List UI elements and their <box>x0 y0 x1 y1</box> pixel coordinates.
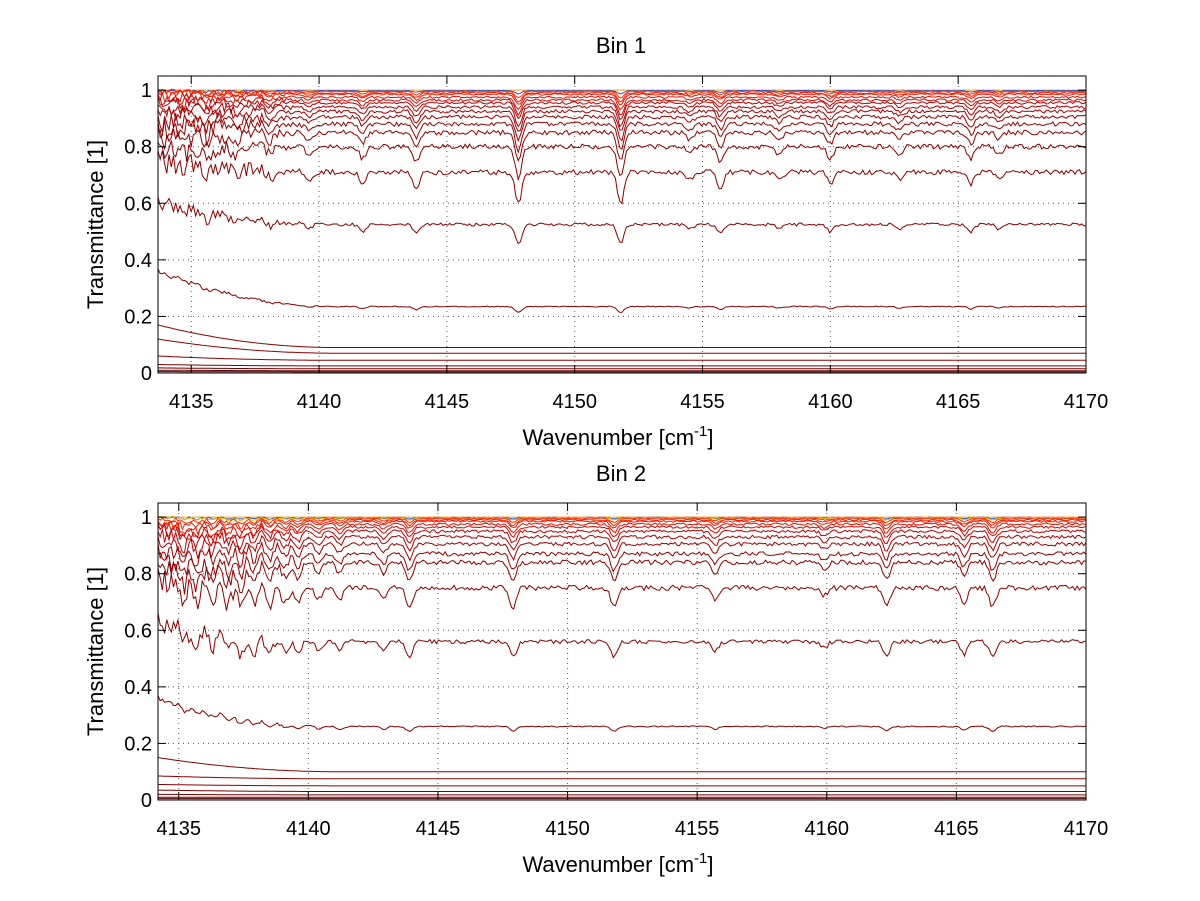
series-line <box>157 88 1087 99</box>
x-axis-label-sup: -1 <box>694 423 707 440</box>
x-tick-label: 4150 <box>545 818 590 840</box>
series-line <box>157 695 1087 733</box>
series-line <box>157 559 1087 595</box>
x-axis-label-main: Wavenumber [cm <box>522 852 694 877</box>
chart-bin-2: Bin 2 4135 4140 4145 4150 4155 4160 4165 4170 0 0… <box>83 461 1108 877</box>
series-line <box>157 196 1087 245</box>
series-line <box>157 522 1087 539</box>
series-line <box>157 757 1086 773</box>
x-axis-label: Wavenumber [cm-1] <box>522 850 713 877</box>
series-line <box>158 364 1086 367</box>
x-axis-label-tail: ] <box>707 852 713 877</box>
y-axis-label: Transmittance [1] <box>83 140 108 309</box>
x-tick-label: 4145 <box>425 391 470 413</box>
x-tick-label: 4160 <box>808 391 853 413</box>
series-line <box>157 150 1087 205</box>
series-line <box>157 793 1086 796</box>
x-tick-label: 4165 <box>936 391 981 413</box>
plot-frame <box>157 502 1087 801</box>
x-tick-label: 4155 <box>675 818 720 840</box>
chart-title: Bin 1 <box>596 33 646 58</box>
series-line <box>157 140 1087 182</box>
series-line <box>157 550 1087 582</box>
series-line <box>158 369 1086 372</box>
ticks: 4135 4140 4145 4150 4155 4160 4165 4170 0 0.2 0.4 0… <box>124 503 1108 840</box>
series-line <box>157 268 1087 313</box>
y-tick-label: 0.6 <box>124 620 152 642</box>
series-line <box>157 523 1087 544</box>
series-line <box>157 568 1087 611</box>
series-line <box>157 94 1086 117</box>
x-tick-label: 4170 <box>1064 818 1109 840</box>
series-line <box>157 111 1087 143</box>
series-line <box>158 367 1086 370</box>
y-tick-label: 0.4 <box>124 250 152 272</box>
series-line <box>157 517 1086 525</box>
x-tick-label: 4160 <box>805 818 850 840</box>
y-tick-label: 0.2 <box>124 733 152 755</box>
x-tick-label: 4155 <box>680 391 725 413</box>
x-tick-label: 4150 <box>552 391 597 413</box>
series-group <box>157 88 1087 373</box>
series-line <box>157 91 1087 111</box>
x-tick-label: 4135 <box>156 818 201 840</box>
x-axis-label-tail: ] <box>707 425 713 450</box>
series-line <box>158 789 1086 792</box>
series-line <box>157 105 1087 132</box>
series-line <box>157 783 1086 787</box>
series-line <box>157 515 1087 522</box>
y-tick-label: 0 <box>141 363 152 385</box>
series-line <box>158 775 1086 780</box>
y-tick-label: 1 <box>141 80 152 102</box>
series-line <box>157 338 1086 354</box>
series-line <box>157 534 1087 559</box>
series-group <box>157 515 1087 800</box>
x-tick-label: 4140 <box>286 818 331 840</box>
y-tick-label: 0.2 <box>124 306 152 328</box>
y-tick-label: 0.8 <box>124 137 152 159</box>
series-line <box>157 89 1087 103</box>
y-tick-label: 0.8 <box>124 564 152 586</box>
series-line <box>157 127 1087 163</box>
series-line <box>157 529 1087 554</box>
series-line <box>157 541 1087 569</box>
y-axis-label: Transmittance [1] <box>83 567 108 736</box>
y-tick-label: 0 <box>141 790 152 812</box>
x-tick-label: 4165 <box>934 818 979 840</box>
y-tick-label: 0.4 <box>124 677 152 699</box>
series-line <box>157 97 1087 121</box>
x-tick-label: 4140 <box>297 391 342 413</box>
x-axis-label-main: Wavenumber [cm <box>522 425 694 450</box>
x-axis-label-sup: -1 <box>694 850 707 867</box>
y-tick-label: 0.6 <box>124 193 152 215</box>
series-line <box>157 518 1087 531</box>
series-line <box>157 101 1087 128</box>
series-line <box>157 355 1086 361</box>
series-line <box>157 89 1087 106</box>
chart-bin-1: Bin 1 4135 4140 4145 4150 4155 4160 4165 4170 0 0… <box>83 33 1108 450</box>
series-line <box>157 519 1087 536</box>
series-line <box>157 324 1086 348</box>
x-tick-label: 4170 <box>1064 391 1109 413</box>
x-axis-label: Wavenumber [cm-1] <box>522 423 713 450</box>
plot-frame <box>157 75 1087 374</box>
series-line <box>157 118 1087 154</box>
chart-title: Bin 2 <box>596 461 646 486</box>
x-tick-label: 4145 <box>416 818 461 840</box>
x-tick-label: 4135 <box>169 391 214 413</box>
y-tick-label: 1 <box>141 507 152 529</box>
ticks: 4135 4140 4145 4150 4155 4160 4165 4170 0 0.2 0.4 0… <box>124 76 1108 413</box>
series-line <box>157 612 1087 660</box>
